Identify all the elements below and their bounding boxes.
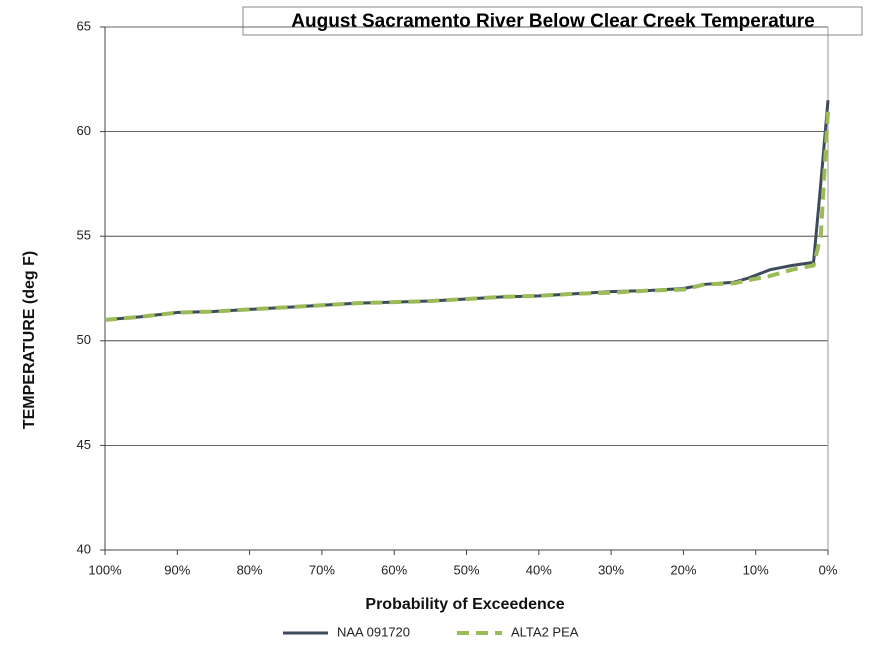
legend-label: ALTA2 PEA <box>511 624 579 639</box>
x-tick-label: 20% <box>670 562 696 577</box>
x-tick-label: 40% <box>526 562 552 577</box>
y-axis-title: TEMPERATURE (deg F) <box>21 251 38 429</box>
x-tick-label: 60% <box>381 562 407 577</box>
series-line <box>104 100 830 322</box>
y-tick-label: 40 <box>77 541 91 556</box>
x-tick-label: 0% <box>819 562 838 577</box>
x-tick-label: 10% <box>743 562 769 577</box>
y-tick-label: 50 <box>77 332 91 347</box>
y-tick-label: 65 <box>77 18 91 33</box>
series-line <box>104 110 830 322</box>
legend-label: NAA 091720 <box>337 624 410 639</box>
y-tick-label: 45 <box>77 437 91 452</box>
x-tick-label: 70% <box>309 562 335 577</box>
x-tick-label: 30% <box>598 562 624 577</box>
x-tick-label: 50% <box>453 562 479 577</box>
chart-title: August Sacramento River Below Clear Cree… <box>291 11 814 32</box>
title-box <box>242 6 863 36</box>
x-tick-label: 80% <box>237 562 263 577</box>
x-tick-label: 90% <box>164 562 190 577</box>
x-axis-title: Probability of Exceedence <box>365 596 564 613</box>
y-tick-label: 60 <box>77 123 91 138</box>
x-tick-label: 100% <box>88 562 122 577</box>
y-tick-label: 55 <box>77 228 91 243</box>
